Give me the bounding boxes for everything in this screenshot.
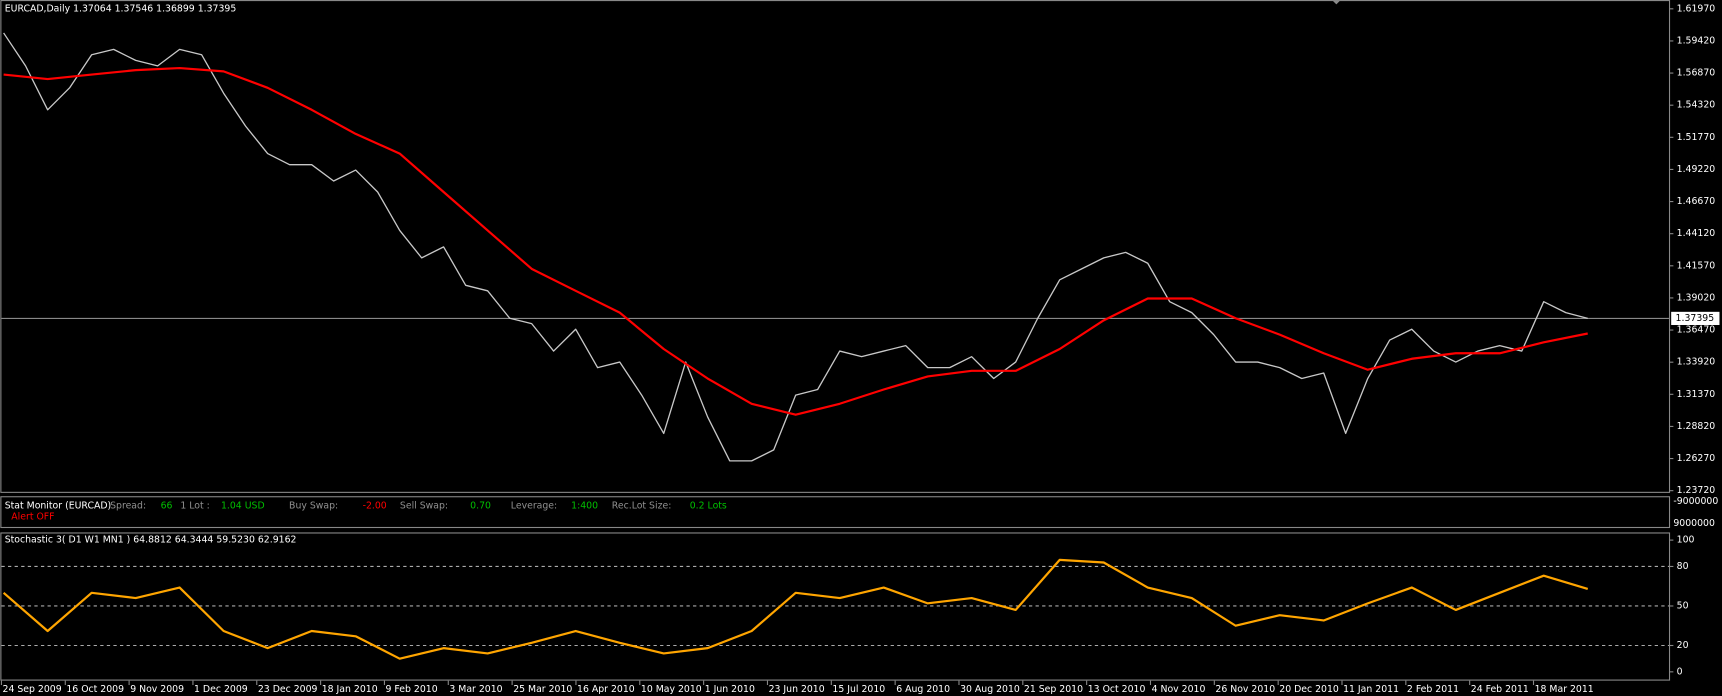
- stat-label: Leverage:: [511, 501, 557, 512]
- y-tick-label: 1.39020: [1677, 292, 1716, 303]
- y-tick-label: 1.51770: [1677, 132, 1716, 143]
- y-tick-label: 1.28820: [1677, 421, 1716, 432]
- chart-header: EURCAD,Daily 1.37064 1.37546 1.36899 1.3…: [5, 3, 237, 14]
- x-tick-label: 18 Jan 2010: [322, 684, 378, 695]
- x-tick-label: 4 Nov 2010: [1152, 684, 1206, 695]
- x-tick-label: 6 Aug 2010: [896, 684, 950, 695]
- y-tick-label: 1.56870: [1677, 68, 1716, 79]
- series-line: [3, 66, 1588, 416]
- stat-value: 1:400: [571, 501, 598, 512]
- x-tick-label: 26 Nov 2010: [1215, 684, 1275, 695]
- stat-panel: [0, 496, 1671, 529]
- x-tick-label: 24 Sep 2009: [3, 684, 62, 695]
- y-tick-label: 1.31370: [1677, 389, 1716, 400]
- y-tick-label: 80: [1677, 561, 1689, 572]
- x-tick-label: 3 Mar 2010: [449, 684, 502, 695]
- series-line: [2, 558, 1589, 660]
- y-tick-label: 1.33920: [1677, 357, 1716, 368]
- y-tick-label: 1.46670: [1677, 196, 1716, 207]
- stat-value: -2.00: [363, 501, 387, 512]
- price-panel: [0, 0, 1671, 493]
- stat-label: Rec.Lot Size:: [612, 501, 672, 512]
- y-tick-label: 1.59420: [1677, 35, 1716, 46]
- stat-value: 1.04 USD: [221, 501, 265, 512]
- stat-value: 0.2 Lots: [690, 501, 727, 512]
- stat-axis-label: -9000000: [1673, 496, 1718, 507]
- current-price-box: [1671, 311, 1720, 325]
- x-tick-label: 20 Dec 2010: [1279, 684, 1339, 695]
- x-tick-label: 18 Mar 2011: [1535, 684, 1594, 695]
- x-tick-label: 23 Dec 2009: [258, 684, 318, 695]
- x-tick-label: 10 May 2010: [641, 684, 702, 695]
- y-tick-label: 20: [1677, 640, 1689, 651]
- y-tick-label: 50: [1677, 600, 1689, 611]
- y-tick-label: 1.23720: [1677, 485, 1716, 496]
- stat-title: Stat Monitor (EURCAD): [5, 501, 111, 512]
- stat-label: Buy Swap:: [289, 501, 338, 512]
- x-tick-label: 30 Aug 2010: [960, 684, 1020, 695]
- stat-label: 1 Lot :: [180, 501, 209, 512]
- y-tick-label: 1.49220: [1677, 164, 1716, 175]
- shift-marker: [1331, 0, 1341, 5]
- x-tick-label: 16 Apr 2010: [577, 684, 635, 695]
- x-tick-label: 11 Jan 2011: [1343, 684, 1399, 695]
- y-tick-label: 1.61970: [1677, 3, 1716, 14]
- stat-label: Spread:: [110, 501, 146, 512]
- stoch-title: Stochastic 3( D1 W1 MN1 ) 64.8812 64.344…: [5, 535, 297, 546]
- y-tick-label: 100: [1677, 535, 1695, 546]
- x-tick-label: 15 Jul 2010: [832, 684, 885, 695]
- x-tick-label: 9 Nov 2009: [130, 684, 184, 695]
- x-tick-label: 1 Dec 2009: [194, 684, 248, 695]
- y-tick-label: 0: [1677, 666, 1683, 677]
- x-tick-label: 2 Feb 2011: [1407, 684, 1459, 695]
- y-tick-label: 1.44120: [1677, 228, 1716, 239]
- stat-label: Sell Swap:: [400, 501, 448, 512]
- y-tick-label: 1.26270: [1677, 453, 1716, 464]
- x-tick-label: 16 Oct 2009: [66, 684, 124, 695]
- series-line: [3, 32, 1588, 462]
- x-tick-label: 13 Oct 2010: [1088, 684, 1146, 695]
- alert-status: Alert OFF: [11, 512, 54, 523]
- current-price-label: 1.37395: [1676, 313, 1715, 324]
- stat-axis-label: 9000000: [1673, 518, 1715, 529]
- x-tick-label: 25 Mar 2010: [513, 684, 572, 695]
- y-tick-label: 1.36470: [1677, 325, 1716, 336]
- x-tick-label: 9 Feb 2010: [386, 684, 438, 695]
- x-tick-label: 23 Jun 2010: [769, 684, 825, 695]
- x-tick-label: 24 Feb 2011: [1471, 684, 1529, 695]
- stat-value: 66: [161, 501, 173, 512]
- stat-value: 0.70: [470, 501, 491, 512]
- x-tick-label: 21 Sep 2010: [1024, 684, 1083, 695]
- x-tick-label: 1 Jun 2010: [705, 684, 755, 695]
- y-tick-label: 1.41570: [1677, 260, 1716, 271]
- y-tick-label: 1.54320: [1677, 100, 1716, 111]
